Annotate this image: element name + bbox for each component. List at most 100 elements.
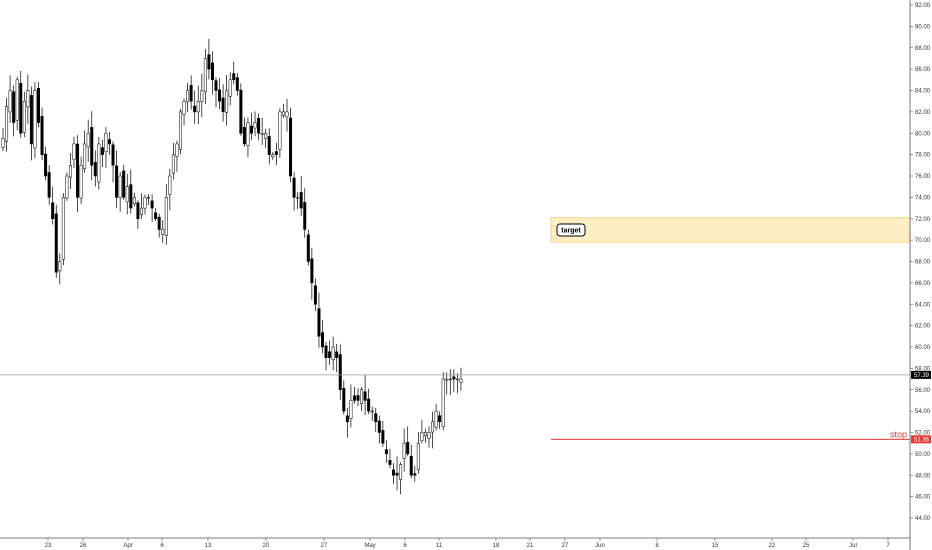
candle-body — [360, 389, 364, 404]
candle-body — [26, 90, 30, 108]
time-tick-label: 25 — [803, 543, 810, 549]
time-tick-label: 27 — [562, 543, 569, 549]
time-tick-label: 22 — [769, 543, 776, 549]
candle-body — [356, 395, 360, 401]
candle-body — [5, 106, 9, 143]
candle-body — [253, 122, 257, 129]
time-tick-label: May — [364, 543, 375, 549]
candle-body — [310, 258, 314, 284]
candle-body — [19, 82, 23, 134]
candle-body — [274, 151, 278, 155]
price-tick-label: 64.00 — [915, 302, 931, 308]
candle-body — [175, 143, 179, 157]
candle-body — [129, 184, 133, 209]
candle-body — [278, 111, 282, 150]
candle-body — [399, 464, 403, 480]
candle-body — [171, 154, 175, 174]
candle-body — [214, 80, 218, 91]
candle-body — [281, 111, 285, 116]
candle-body — [210, 62, 214, 81]
candle-body — [402, 442, 406, 459]
candle-body — [455, 378, 459, 381]
candle-body — [232, 73, 236, 81]
candle-body — [296, 197, 300, 199]
candle-body — [431, 421, 435, 433]
candle-body — [104, 133, 108, 152]
candle-body — [352, 395, 356, 401]
candle-body — [132, 197, 136, 205]
price-tick-label: 76.00 — [915, 174, 931, 180]
time-tick-label: 7 — [886, 543, 890, 549]
price-tick-label: 56.00 — [915, 388, 931, 394]
candle-body — [225, 90, 229, 113]
target-label: target — [561, 227, 581, 234]
candle-body — [420, 432, 424, 442]
candle-body — [342, 388, 346, 412]
price-tick-label: 60.00 — [915, 345, 931, 351]
candle-body — [200, 90, 204, 102]
target-zone[interactable] — [550, 217, 911, 243]
candle-body — [271, 154, 275, 158]
candle-body — [303, 202, 307, 230]
price-tick-label: 50.00 — [915, 452, 931, 458]
candle-body — [441, 378, 445, 428]
candle-body — [246, 122, 250, 146]
candle-body — [452, 376, 456, 380]
candle-body — [12, 91, 16, 123]
candle-body — [139, 207, 143, 215]
candle-body — [15, 79, 19, 121]
time-tick-label: 13 — [205, 543, 212, 549]
candle-body — [328, 351, 332, 358]
candle-body — [97, 143, 101, 183]
candle-body — [196, 100, 200, 113]
target-label-box — [556, 223, 586, 237]
candle-body — [161, 229, 165, 235]
price-lines: 57.39 stop 51.36 — [0, 370, 931, 444]
candle-body — [299, 192, 303, 209]
candle-body — [79, 165, 83, 199]
candle-body — [168, 175, 172, 195]
price-tick-label: 78.00 — [915, 153, 931, 159]
candle-body — [384, 449, 388, 455]
candle-body — [61, 197, 65, 260]
candle-body — [111, 144, 115, 166]
candle-body — [235, 77, 239, 91]
candle-body — [147, 197, 151, 199]
time-tick-label: Apr — [123, 543, 132, 549]
time-tick-label: Jun — [595, 543, 605, 549]
candle-body — [157, 216, 161, 230]
price-tick-label: 46.00 — [915, 495, 931, 501]
candle-body — [143, 197, 147, 209]
candle-body — [228, 79, 232, 97]
candle-body — [257, 118, 261, 134]
stop-label: stop — [890, 429, 907, 439]
target-zone-layer: target — [550, 217, 911, 243]
candle-body — [264, 133, 268, 139]
time-tick-label: 11 — [436, 543, 443, 549]
time-tick-label: 15 — [712, 543, 719, 549]
candle-body — [267, 136, 271, 155]
candle-body — [125, 186, 129, 203]
candle-body — [381, 430, 385, 444]
time-tick-label: 8 — [655, 543, 659, 549]
candle-body — [292, 177, 296, 198]
candle-body — [1, 138, 5, 148]
candle-body — [363, 391, 367, 401]
candle-body — [118, 175, 122, 199]
time-axis[interactable]: 23 26 Apr 6 13 20 27 May 6 11 18 21 27 Jun 8 15 22 25 Jul 7 — [0, 537, 910, 549]
candle-body — [33, 90, 37, 149]
current-price-badge — [911, 370, 931, 379]
price-axis[interactable]: 44.00 46.00 48.00 50.00 52.00 54.00 56.00 58.00… — [909, 0, 931, 550]
candle-body — [100, 147, 104, 155]
candle-body — [47, 172, 51, 198]
candle-body — [179, 111, 182, 150]
candle-body — [406, 442, 410, 455]
price-tick-label: 74.00 — [915, 195, 931, 201]
candle-body — [335, 351, 339, 358]
stop-price-label: 51.36 — [914, 437, 930, 443]
candle-body — [459, 378, 463, 383]
price-tick-label: 62.00 — [915, 324, 931, 330]
candle-body — [203, 58, 207, 92]
candle-body — [416, 442, 420, 470]
